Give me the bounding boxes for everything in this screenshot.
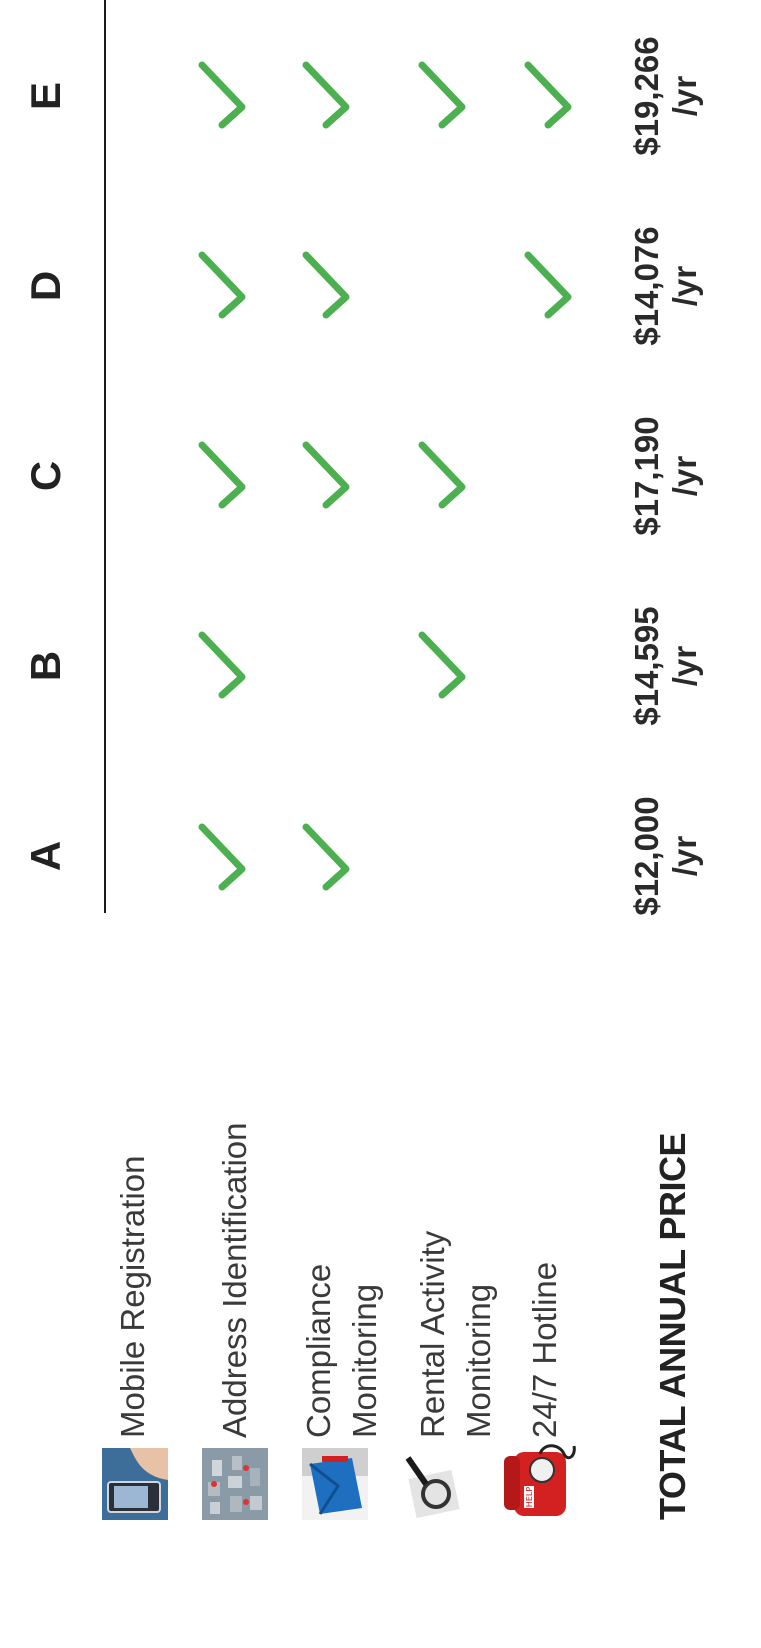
check-icon (192, 251, 252, 321)
check-icon (412, 441, 472, 511)
check-icon (192, 823, 252, 893)
check-icon (518, 61, 578, 131)
check-icon (296, 441, 356, 511)
total-annual-price-label: TOTAL ANNUAL PRICE (652, 1132, 693, 1520)
feature-rental-activity-monitoring: Rental Activity Monitoring (414, 1230, 497, 1438)
check-icon (192, 61, 252, 131)
check-icon (296, 823, 356, 893)
feature-compliance-monitoring: Compliance Monitoring (300, 1263, 383, 1438)
svg-text:HELP: HELP (525, 1487, 534, 1508)
price-a: $12,000 /yr (628, 796, 703, 916)
price-e: $19,266 /yr (628, 36, 703, 156)
check-icon (192, 441, 252, 511)
column-header-e: E (22, 82, 69, 111)
column-header-b: B (22, 650, 69, 682)
magnifier-icon (402, 1448, 468, 1520)
mobile-phone-icon (102, 1448, 168, 1520)
column-header-c: C (22, 460, 69, 492)
check-icon (412, 61, 472, 131)
city-map-icon (202, 1448, 268, 1520)
price-b: $14,595 /yr (628, 606, 703, 726)
price-c: $17,190 /yr (628, 416, 703, 536)
check-icon (518, 251, 578, 321)
check-icon (296, 251, 356, 321)
price-d: $14,076 /yr (628, 226, 703, 346)
help-phone-icon: HELP (500, 1438, 576, 1520)
envelope-icon (302, 1448, 368, 1520)
column-header-a: A (22, 840, 69, 872)
feature-address-identification: Address Identification (216, 1122, 253, 1438)
header-rule (104, 0, 106, 913)
check-icon (192, 631, 252, 701)
feature-24-7-hotline: 24/7 Hotline (526, 1261, 563, 1438)
check-icon (412, 631, 472, 701)
column-header-d: D (22, 270, 69, 302)
feature-mobile-registration: Mobile Registration (114, 1155, 151, 1438)
check-icon (296, 61, 356, 131)
